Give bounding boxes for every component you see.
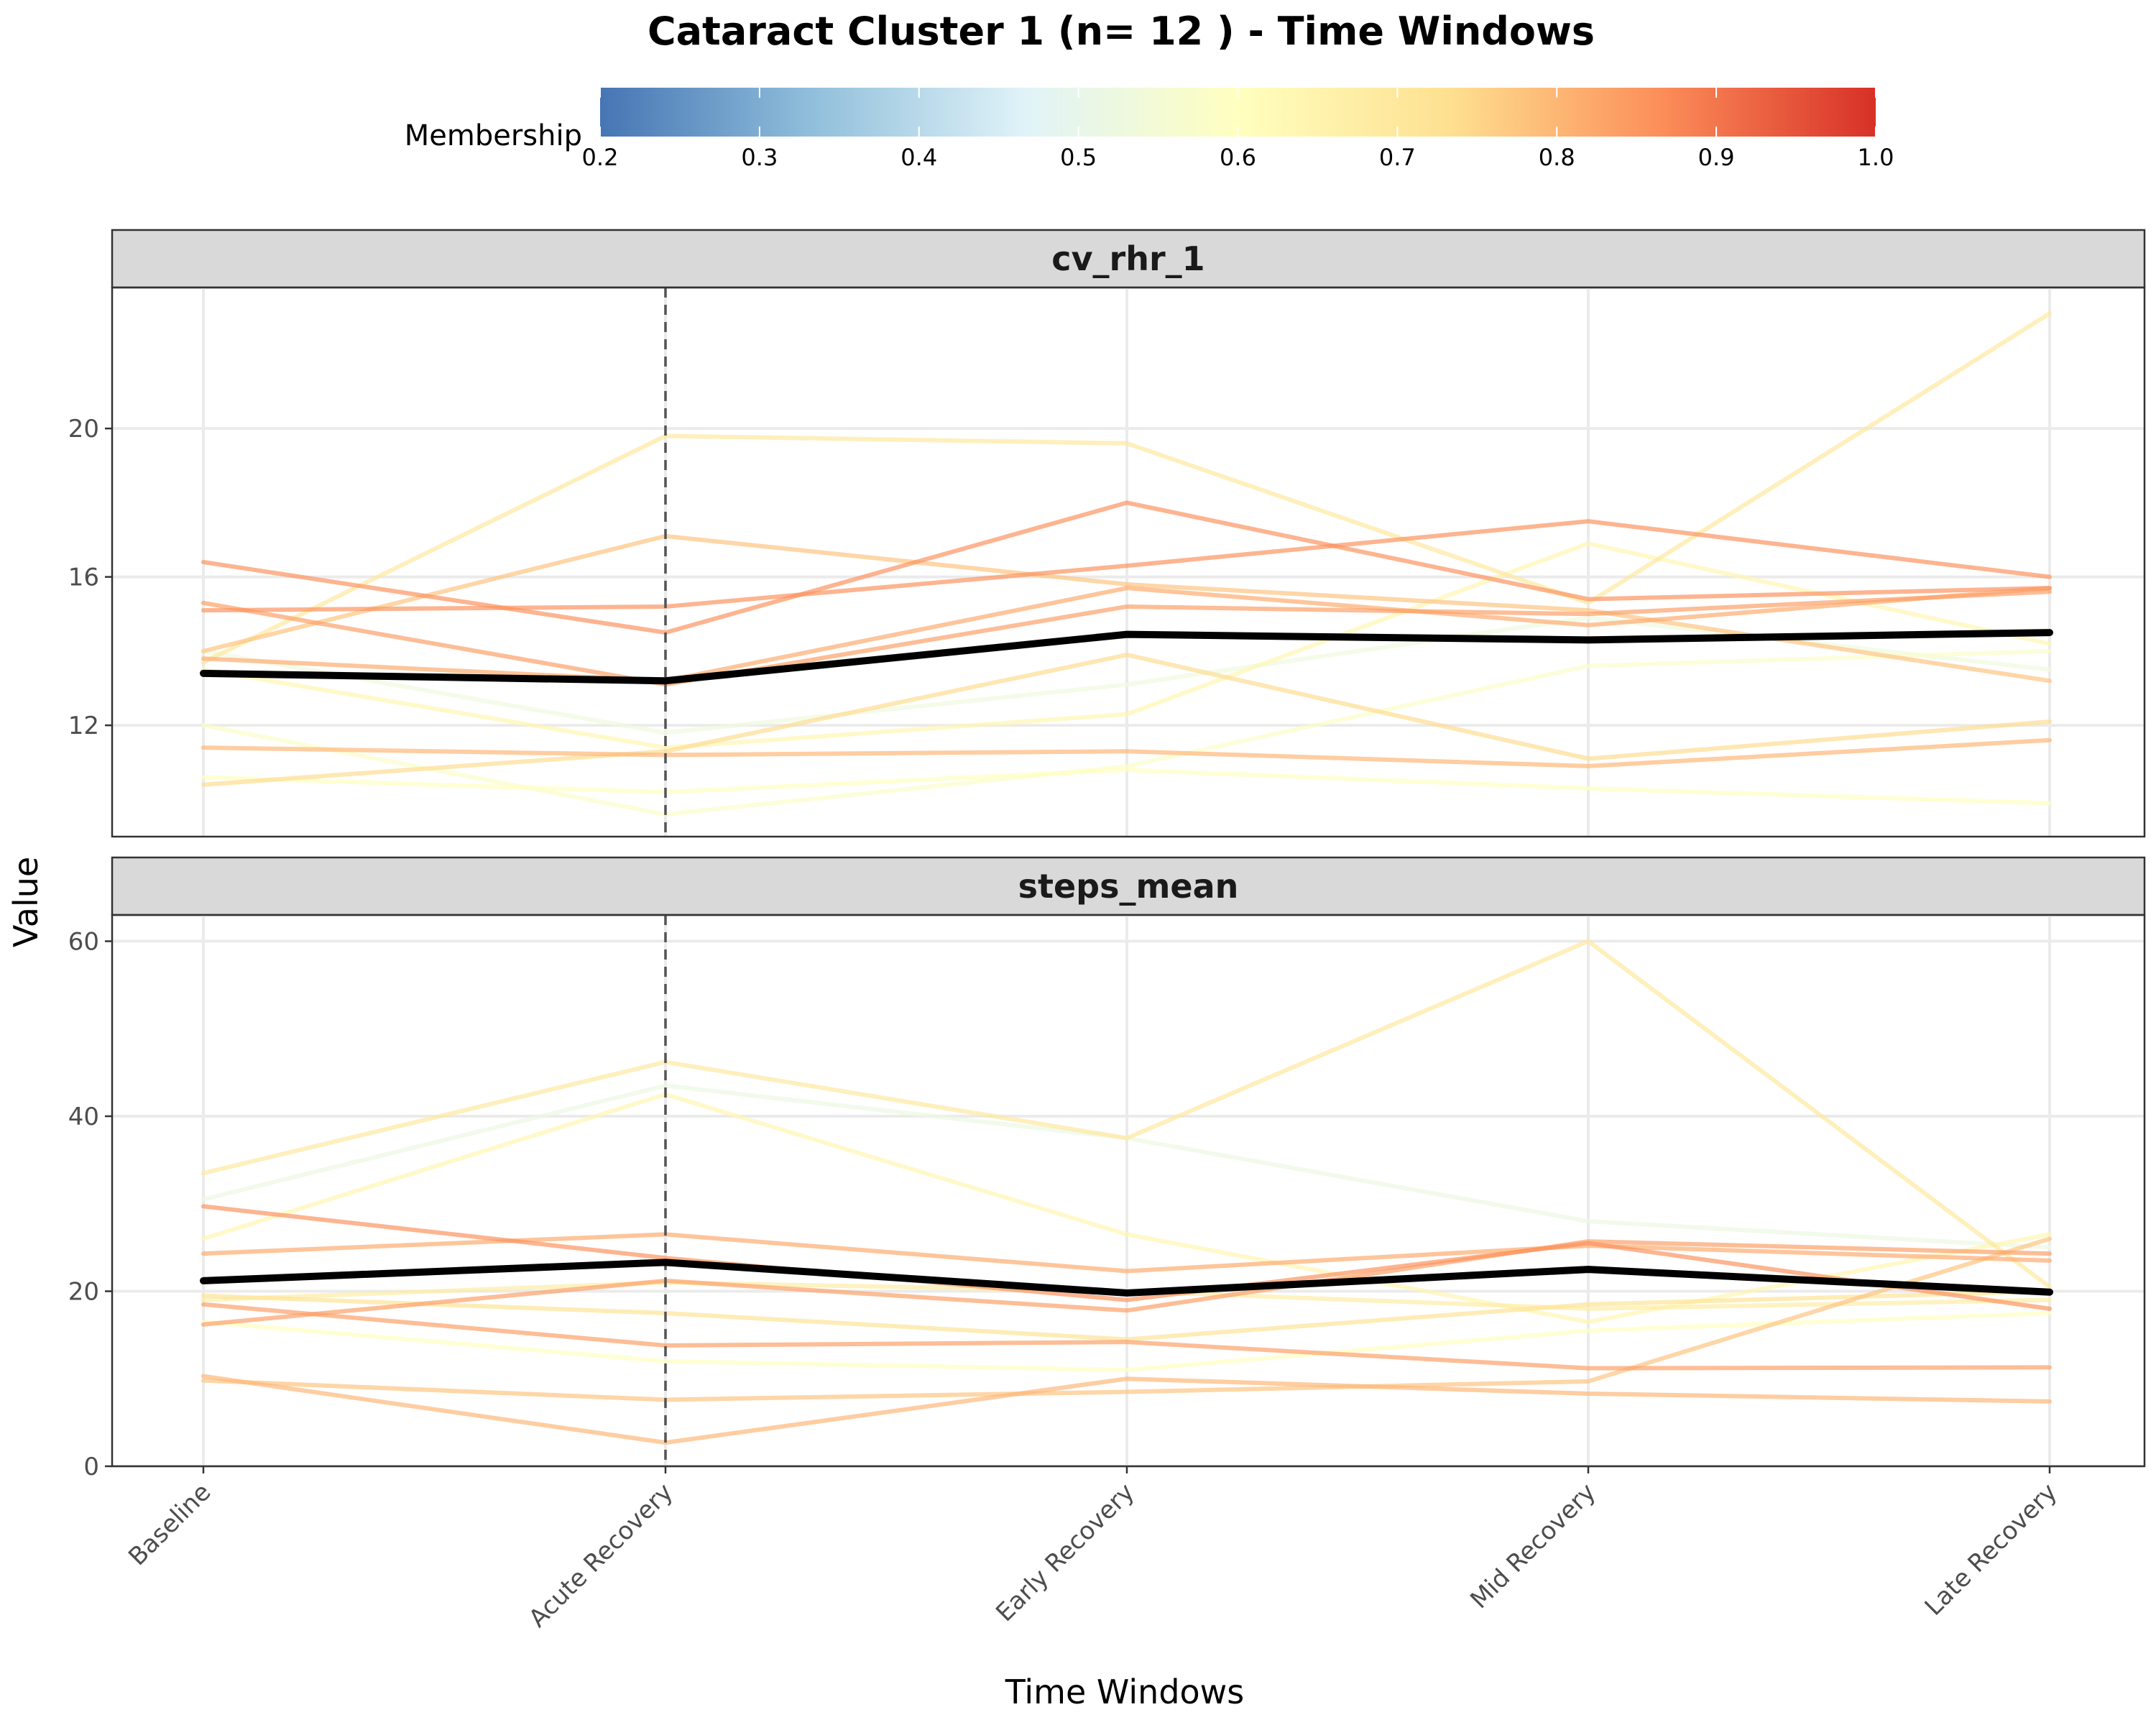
x-axis: Baseline Acute Recovery Early Recovery Mid … xyxy=(123,1466,2063,1633)
member-line xyxy=(201,541,2052,750)
series-lines xyxy=(201,939,2052,1445)
member-line xyxy=(201,737,2052,768)
x-tick-label: Late Recovery xyxy=(1920,1478,2063,1622)
colorbar-tick-label: 0.5 xyxy=(1060,144,1097,171)
y-tick-label: 60 xyxy=(68,928,99,957)
x-tick-label: Acute Recovery xyxy=(523,1478,678,1633)
facet-panels: cv_rhr_1 12 16 20 steps_mean 0 20 40 60 xyxy=(68,229,2146,1481)
facet-strip xyxy=(111,856,2146,916)
member-line xyxy=(201,1310,2052,1373)
x-tick-label: Early Recovery xyxy=(990,1478,1140,1627)
member-line xyxy=(201,1289,2052,1342)
facet-steps_mean: steps_mean 0 20 40 60 xyxy=(68,856,2146,1481)
member-line xyxy=(201,586,2052,684)
member-line xyxy=(201,1374,2052,1445)
member-line xyxy=(201,589,2052,687)
color-legend: Membership 0.2 0.3 0.4 0.5 0.6 0.7 0.8 0.9 1.0 xyxy=(405,88,1894,171)
x-tick-label: Baseline xyxy=(123,1478,216,1571)
x-axis-title: Time Windows xyxy=(1005,1673,1245,1711)
cluster-mean-line xyxy=(200,1259,2053,1297)
chart-title: Cataract Cluster 1 (n= 12 ) - Time Windo… xyxy=(648,9,1595,54)
colorbar-tick-label: 0.2 xyxy=(582,144,619,171)
x-tick-label: Mid Recovery xyxy=(1465,1478,1601,1614)
y-tick-label: 40 xyxy=(68,1103,99,1131)
member-line xyxy=(201,939,2052,1289)
member-line xyxy=(201,1092,2052,1325)
facet-cv_rhr_1: cv_rhr_1 12 16 20 xyxy=(68,229,2146,838)
facet-strip-label: cv_rhr_1 xyxy=(1051,239,1204,278)
cluster-mean-line xyxy=(200,629,2053,685)
colorbar-tick-label: 0.7 xyxy=(1379,144,1416,171)
panel-border xyxy=(111,286,2146,838)
panel-border xyxy=(111,914,2146,1468)
member-line xyxy=(201,1302,2052,1371)
member-line xyxy=(201,311,2052,665)
member-line xyxy=(201,519,2052,613)
gridlines xyxy=(112,288,2145,837)
facet-strip-label: steps_mean xyxy=(1018,867,1239,906)
member-line xyxy=(201,648,2052,817)
colorbar-ticks: 0.2 0.3 0.4 0.5 0.6 0.7 0.8 0.9 1.0 xyxy=(582,88,1894,171)
colorbar-tick-label: 0.9 xyxy=(1698,144,1735,171)
colorbar-tick-label: 0.8 xyxy=(1539,144,1575,171)
legend-title: Membership xyxy=(405,119,582,152)
colorbar-tick-label: 0.6 xyxy=(1220,144,1256,171)
member-line xyxy=(201,1236,2052,1402)
member-line xyxy=(201,653,2052,787)
y-axis-title: Value xyxy=(6,857,45,947)
y-tick-label: 16 xyxy=(68,564,99,592)
colorbar-tick-label: 0.4 xyxy=(900,144,937,171)
member-line xyxy=(201,1204,2052,1311)
colorbar-tick-label: 1.0 xyxy=(1858,144,1894,171)
member-line xyxy=(201,768,2052,806)
colorbar-tick-label: 0.3 xyxy=(741,144,778,171)
member-line xyxy=(201,1239,2052,1327)
y-tick-label: 20 xyxy=(68,415,99,443)
y-tick-label: 12 xyxy=(68,712,99,740)
y-tick-label: 20 xyxy=(68,1278,99,1307)
y-tick-label: 0 xyxy=(83,1453,99,1481)
gridlines xyxy=(112,915,2145,1468)
facet-strip xyxy=(111,229,2146,289)
member-line xyxy=(201,533,2052,684)
